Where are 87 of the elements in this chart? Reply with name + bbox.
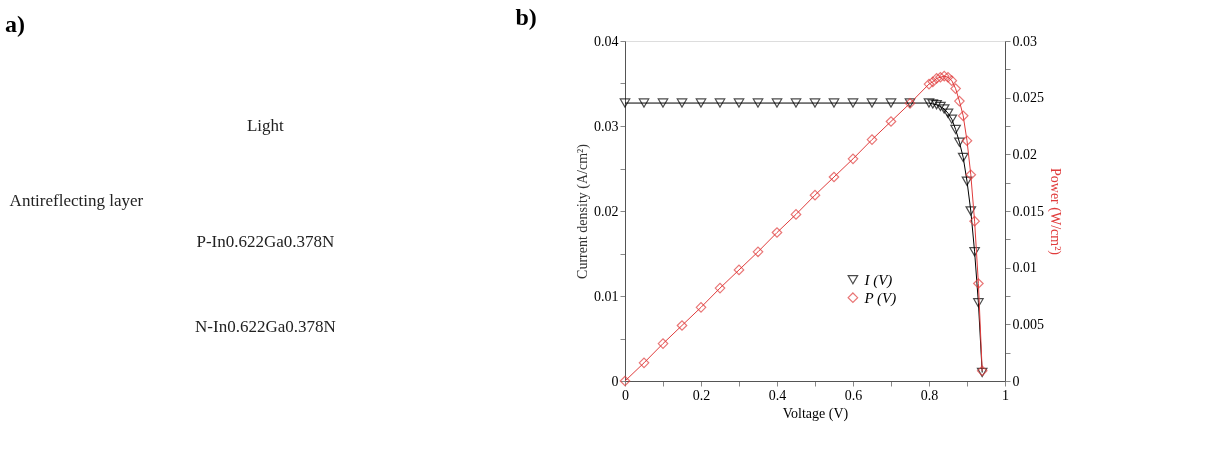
text: a) [5, 11, 25, 37]
point [885, 98, 897, 108]
point [885, 116, 897, 127]
point [752, 246, 764, 258]
text: Light [246, 116, 285, 135]
y2-tick-label: 0.005 [1012, 316, 1044, 332]
chart-title: b) [515, 4, 537, 30]
point [847, 153, 859, 165]
point [714, 282, 726, 294]
point [676, 320, 688, 331]
legend-label: P (V) [863, 289, 897, 307]
point [866, 134, 878, 145]
point [847, 98, 859, 108]
point [657, 338, 669, 349]
x-tick-label: 0.2 [692, 387, 711, 403]
point [771, 227, 783, 238]
y2-tick-label: 0 [1012, 373, 1020, 389]
point [733, 98, 745, 108]
point [950, 83, 961, 94]
x-tick-label: 0.4 [768, 387, 787, 403]
point [828, 171, 840, 183]
x-tick-label: 0.8 [920, 387, 939, 403]
x-tick-label: 0.6 [844, 387, 863, 403]
point [676, 98, 688, 108]
x-tick-label: 1 [1002, 387, 1009, 403]
y2-axis-title: Power (W/cm²) [1047, 167, 1063, 256]
text: Antireflecting layer [9, 190, 144, 210]
point [695, 98, 707, 108]
point [965, 206, 977, 216]
point [931, 73, 942, 84]
point [923, 98, 935, 108]
point [957, 110, 969, 122]
point [935, 71, 946, 83]
point [752, 98, 764, 108]
point [954, 95, 965, 107]
point [946, 75, 958, 87]
point [790, 209, 802, 220]
point [638, 98, 650, 108]
y-tick-label: 0.01 [594, 288, 619, 304]
y2-tick-label: 0.03 [1012, 33, 1037, 49]
y-tick-label: 0 [611, 373, 619, 389]
y2-tick-label: 0.01 [1012, 260, 1037, 276]
y2-tick-label: 0.015 [1012, 203, 1044, 219]
point [931, 100, 942, 110]
point [866, 98, 878, 108]
point [657, 98, 669, 108]
y2-tick-label: 0.02 [1012, 146, 1037, 162]
point [950, 124, 961, 135]
text: N-In0.622Ga0.378N [195, 316, 336, 336]
point [965, 169, 977, 181]
point [695, 301, 707, 313]
point [946, 114, 958, 124]
point [973, 298, 984, 308]
point [969, 215, 980, 227]
point [969, 247, 980, 257]
point [961, 176, 973, 186]
legend-label: I (V) [863, 271, 893, 289]
point [938, 104, 950, 114]
point [942, 71, 954, 83]
point [973, 278, 984, 289]
point [619, 98, 631, 108]
point [938, 70, 950, 82]
point [790, 98, 802, 108]
x-axis-title: Voltage (V) [782, 405, 849, 422]
y-tick-label: 0.04 [594, 33, 619, 49]
point [809, 98, 821, 108]
point [809, 189, 821, 201]
point [638, 357, 650, 369]
point [733, 264, 745, 276]
y-tick-label: 0.02 [594, 203, 619, 219]
point [961, 135, 973, 147]
x-tick-label: 0 [622, 387, 629, 403]
point [771, 98, 783, 108]
point [957, 152, 969, 163]
point [942, 108, 954, 118]
point [828, 98, 840, 108]
y-axis-title: Current density (A/cm²) [575, 143, 591, 279]
point [714, 98, 726, 108]
point [935, 101, 946, 112]
y-tick-label: 0.03 [594, 118, 619, 134]
point [954, 137, 965, 147]
point [927, 76, 939, 88]
text: P-In0.622Ga0.378N [196, 231, 335, 251]
point [619, 375, 631, 387]
point [927, 99, 939, 109]
y2-tick-label: 0.025 [1012, 90, 1044, 106]
point [923, 78, 935, 90]
